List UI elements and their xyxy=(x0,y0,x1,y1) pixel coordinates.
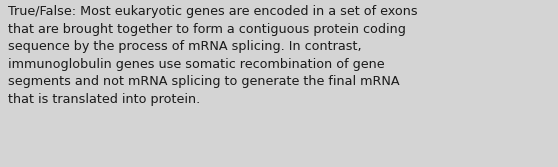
Text: True/False: Most eukaryotic genes are encoded in a set of exons
that are brought: True/False: Most eukaryotic genes are en… xyxy=(8,5,417,106)
